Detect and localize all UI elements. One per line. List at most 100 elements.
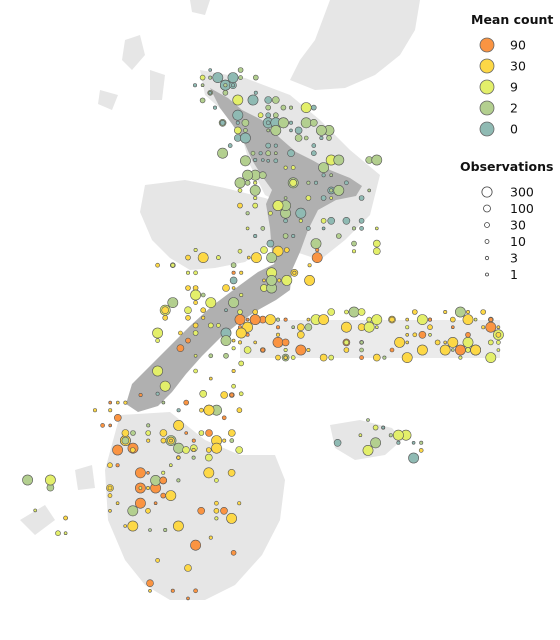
- observation-point: [146, 438, 151, 443]
- small-island: [75, 465, 95, 490]
- observation-point: [266, 274, 277, 286]
- observation-point: [223, 352, 229, 359]
- observation-point: [290, 165, 296, 170]
- observation-point: [357, 308, 366, 316]
- legend-observations-label: 300: [510, 185, 534, 200]
- observation-point: [258, 171, 267, 179]
- observation-point: [351, 240, 357, 247]
- observation-point: [487, 339, 494, 346]
- observation-point: [115, 463, 120, 468]
- observation-point: [283, 317, 288, 322]
- observation-point: [160, 492, 166, 499]
- observation-point: [250, 252, 262, 263]
- observation-point: [232, 109, 244, 121]
- observation-point: [318, 314, 329, 325]
- observation-point: [428, 332, 432, 337]
- observation-point: [388, 433, 393, 438]
- legend-observations-label: 10: [510, 234, 526, 249]
- observation-point: [231, 383, 236, 389]
- observation-point: [193, 368, 198, 374]
- observation-point: [121, 429, 130, 437]
- observation-point: [405, 317, 410, 322]
- observation-point: [362, 444, 374, 456]
- observation-point: [358, 433, 363, 438]
- observation-point: [273, 151, 278, 155]
- observation-point: [394, 336, 405, 348]
- observation-point: [488, 317, 494, 322]
- observation-point: [219, 120, 226, 126]
- observation-point: [396, 440, 401, 445]
- observation-point: [253, 234, 258, 239]
- observation-point: [108, 400, 112, 405]
- observation-point: [185, 314, 191, 321]
- observation-point: [273, 158, 279, 164]
- observation-point: [449, 316, 456, 323]
- observation-point: [272, 112, 279, 118]
- observation-point: [265, 112, 272, 118]
- observation-point: [333, 184, 345, 196]
- observation-point: [239, 292, 244, 297]
- observation-point: [45, 474, 56, 486]
- legend-mean-count-swatch: [479, 37, 495, 53]
- observation-point: [344, 180, 349, 186]
- observation-point: [178, 330, 183, 336]
- observation-point: [230, 549, 237, 556]
- observation-point: [411, 440, 416, 445]
- observation-point: [289, 179, 298, 187]
- observation-point: [212, 72, 224, 83]
- observation-point: [294, 126, 303, 135]
- legend-mean-count-label: 30: [510, 59, 526, 74]
- observation-point: [328, 354, 335, 361]
- observation-point: [123, 400, 128, 405]
- observation-point: [462, 314, 474, 325]
- observation-point: [288, 120, 293, 125]
- observation-point: [253, 74, 259, 81]
- south-island: [126, 260, 292, 412]
- observation-point: [107, 462, 113, 469]
- observation-point: [203, 467, 215, 479]
- observation-point: [470, 344, 481, 356]
- observation-point: [340, 321, 352, 333]
- observation-point: [405, 325, 410, 330]
- observation-point: [138, 392, 143, 397]
- observation-point: [359, 355, 364, 360]
- observation-point: [121, 436, 130, 445]
- observation-point: [275, 317, 280, 322]
- observation-point: [252, 202, 258, 209]
- observation-point: [239, 270, 244, 275]
- observation-point: [134, 497, 146, 509]
- observation-point: [192, 330, 199, 336]
- observation-point: [176, 478, 181, 483]
- observation-point: [272, 336, 284, 348]
- observation-point: [260, 226, 266, 231]
- observation-point: [231, 83, 236, 88]
- observation-point: [185, 337, 191, 344]
- observation-point: [333, 438, 342, 447]
- legend-observations-swatch: [481, 186, 493, 198]
- observation-point: [366, 316, 373, 323]
- observation-point: [298, 218, 303, 223]
- legend-mean-count-swatch: [479, 58, 495, 74]
- observation-point: [291, 325, 296, 330]
- observation-point: [116, 400, 120, 405]
- observation-point: [155, 391, 160, 396]
- observation-point: [108, 408, 113, 413]
- observation-point: [235, 446, 243, 454]
- observation-point: [229, 392, 235, 398]
- observation-point: [311, 252, 323, 263]
- observation-point: [243, 128, 248, 133]
- observation-point: [253, 340, 257, 345]
- observation-point: [200, 83, 205, 87]
- observation-point: [231, 346, 236, 351]
- observation-point: [327, 308, 336, 316]
- observation-point: [231, 270, 236, 275]
- observation-point: [319, 136, 324, 141]
- observation-point: [273, 143, 278, 148]
- observation-point: [309, 119, 318, 127]
- observation-point: [389, 316, 395, 323]
- observation-point: [127, 520, 139, 532]
- observation-point: [190, 539, 201, 551]
- observation-point: [191, 447, 196, 452]
- observation-point: [201, 315, 206, 320]
- small-island: [98, 90, 118, 110]
